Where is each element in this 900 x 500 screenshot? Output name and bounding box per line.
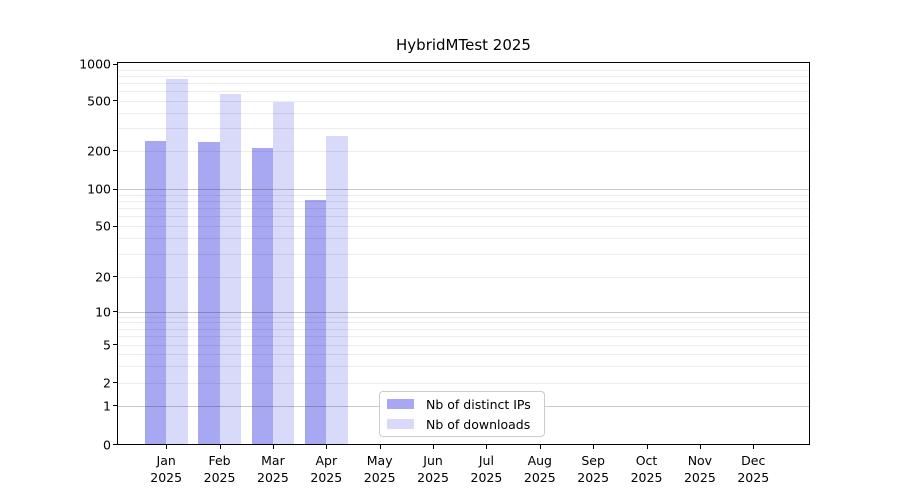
y-tick-mark-0: [113, 444, 117, 445]
x-tick-month: May: [366, 453, 393, 468]
x-tick-label-dec: Dec 2025: [737, 452, 769, 486]
bar-distinct-ips-mar: [251, 147, 273, 445]
x-tick-year: 2025: [310, 470, 343, 485]
legend-item-downloads: Nb of downloads: [387, 416, 537, 432]
bar-downloads-apr: [326, 136, 348, 445]
chart-title: HybridMTest 2025: [396, 36, 531, 54]
x-tick-label-oct: Oct 2025: [631, 452, 663, 486]
x-tick-month: Sep: [581, 453, 605, 468]
x-tick-month: Dec: [741, 453, 766, 468]
x-tick-year: 2025: [257, 470, 289, 485]
x-tick-year: 2025: [523, 470, 556, 485]
gridline-900: [118, 69, 809, 71]
x-tick-mark-feb: [219, 445, 221, 449]
x-tick-mark-nov: [699, 445, 701, 449]
y-tick-mark-20: [113, 276, 117, 278]
legend-label-downloads: Nb of downloads: [426, 416, 531, 432]
legend-swatch-distinct-ips: [387, 399, 414, 409]
x-tick-year: 2025: [150, 470, 183, 485]
x-tick-mark-jan: [166, 445, 168, 449]
x-tick-mark-sep: [593, 445, 595, 449]
legend-item-distinct-ips: Nb of distinct IPs: [387, 396, 537, 412]
x-tick-label-jun: Jun 2025: [417, 452, 449, 486]
x-tick-month: Aug: [527, 453, 552, 468]
x-tick-mark-aug: [539, 445, 541, 449]
x-tick-year: 2025: [577, 470, 610, 485]
x-tick-mark-mar: [272, 445, 274, 449]
bar-downloads-feb: [219, 93, 241, 445]
x-tick-label-may: May 2025: [364, 452, 396, 486]
x-tick-label-sep: Sep 2025: [577, 452, 609, 486]
bar-distinct-ips-apr: [304, 199, 327, 445]
legend-swatch-downloads: [387, 419, 414, 429]
gridline-700: [118, 82, 809, 84]
x-tick-mark-may: [379, 445, 381, 449]
x-tick-year: 2025: [417, 470, 449, 485]
x-tick-month: Nov: [687, 453, 713, 468]
y-tick-label-2: 2: [103, 375, 111, 391]
x-tick-label-apr: Apr 2025: [310, 452, 342, 486]
y-tick-label-20: 20: [95, 269, 111, 285]
x-tick-year: 2025: [737, 470, 770, 485]
bar-distinct-ips-feb: [198, 141, 220, 445]
y-tick-label-1: 1: [103, 398, 111, 413]
y-tick-label-50: 50: [95, 218, 111, 234]
x-tick-label-feb: Feb 2025: [204, 452, 236, 486]
x-tick-month: Feb: [208, 453, 231, 468]
y-tick-label-500: 500: [87, 93, 111, 108]
x-tick-year: 2025: [683, 470, 716, 485]
y-tick-label-1000: 1000: [79, 56, 111, 72]
plot-area: [117, 62, 810, 445]
x-tick-year: 2025: [630, 470, 663, 485]
y-tick-label-10: 10: [95, 304, 111, 320]
x-tick-month: Jun: [423, 453, 443, 468]
x-tick-month: Apr: [315, 453, 338, 468]
y-tick-mark-50: [113, 225, 117, 227]
x-tick-mark-apr: [326, 445, 328, 449]
x-tick-month: Mar: [261, 453, 285, 468]
y-tick-mark-1000: [113, 63, 117, 65]
legend-label-distinct-ips: Nb of distinct IPs: [426, 396, 531, 412]
x-tick-label-nov: Nov 2025: [684, 452, 716, 486]
x-tick-label-jan: Jan 2025: [150, 452, 182, 486]
legend: Nb of distinct IPs Nb of downloads: [379, 391, 545, 437]
y-tick-mark-100: [113, 188, 117, 190]
x-tick-mark-oct: [646, 445, 648, 449]
x-tick-year: 2025: [363, 470, 396, 485]
x-tick-year: 2025: [470, 470, 503, 485]
x-tick-mark-jun: [433, 445, 435, 449]
x-tick-label-aug: Aug 2025: [524, 452, 556, 486]
x-tick-label-jul: Jul 2025: [471, 452, 503, 486]
x-tick-year: 2025: [203, 470, 236, 485]
x-tick-month: Jan: [156, 453, 176, 468]
y-tick-mark-1: [113, 405, 117, 406]
y-tick-mark-5: [113, 344, 117, 345]
y-tick-mark-10: [113, 311, 117, 313]
bar-downloads-mar: [272, 102, 295, 445]
x-tick-mark-dec: [753, 445, 755, 449]
gridline-800: [118, 75, 809, 77]
x-tick-mark-jul: [486, 445, 488, 449]
y-tick-mark-2: [113, 382, 117, 384]
gridline-600: [118, 90, 809, 92]
bar-downloads-jan: [166, 78, 188, 445]
x-tick-month: Oct: [635, 453, 658, 468]
y-tick-label-0: 0: [103, 437, 111, 452]
x-tick-month: Jul: [478, 453, 494, 468]
x-tick-label-mar: Mar 2025: [257, 452, 289, 486]
bar-distinct-ips-jan: [144, 140, 167, 445]
y-tick-label-5: 5: [103, 337, 111, 352]
y-tick-mark-200: [113, 150, 117, 151]
y-tick-label-200: 200: [87, 143, 111, 158]
y-tick-label-100: 100: [87, 181, 111, 197]
y-tick-mark-500: [113, 100, 117, 101]
